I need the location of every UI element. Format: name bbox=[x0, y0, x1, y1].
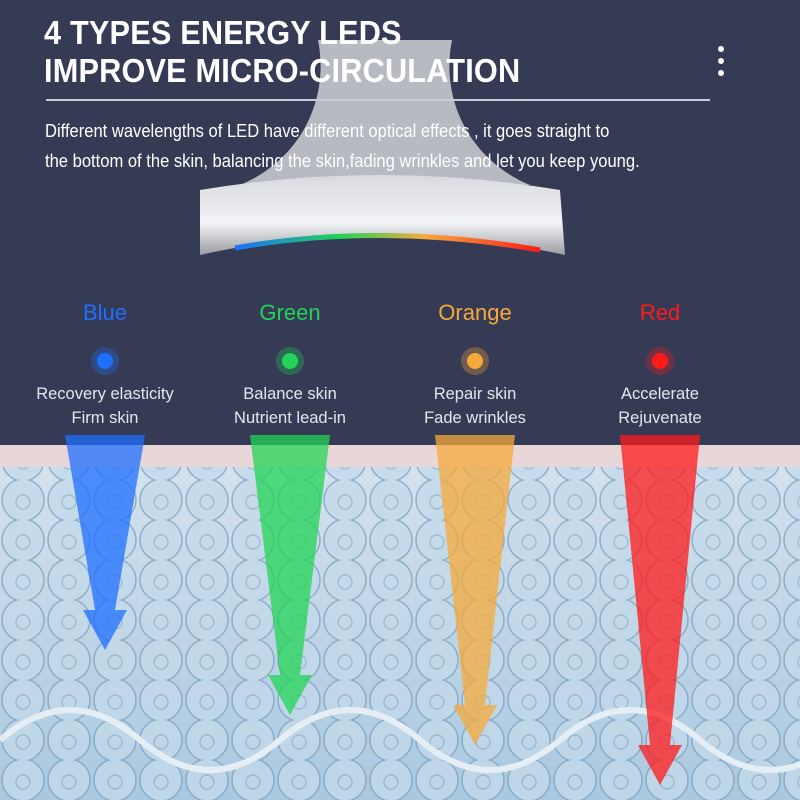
device-head bbox=[200, 175, 565, 255]
divider bbox=[46, 99, 710, 101]
effect-line-1: Balance skin bbox=[243, 385, 337, 403]
vertical-ellipsis-icon bbox=[716, 46, 726, 82]
led-label-blue: Blue bbox=[82, 300, 128, 325]
effect-line-2: Fade wrinkles bbox=[424, 409, 526, 427]
description-line-1: Different wavelengths of LED have differ… bbox=[45, 121, 610, 141]
led-label-orange: Orange bbox=[438, 300, 512, 325]
page-title: 4 TYPES ENERGY LEDS IMPROVE MICRO-CIRCUL… bbox=[44, 14, 520, 90]
led-node-green bbox=[282, 353, 298, 369]
led-node-blue bbox=[97, 353, 113, 369]
led-effects: Repair skin Fade wrinkles bbox=[375, 382, 575, 430]
description-line-2: the bottom of the skin, balancing the sk… bbox=[45, 151, 640, 171]
skin-epidermis bbox=[0, 445, 800, 467]
led-node-red bbox=[652, 353, 668, 369]
effect-line-2: Rejuvenate bbox=[618, 409, 702, 427]
light-beam-arrow-orange bbox=[435, 435, 515, 745]
led-effects: Balance skin Nutrient lead-in bbox=[190, 382, 390, 430]
led-label-green: Green bbox=[259, 300, 321, 325]
led-node-orange bbox=[467, 353, 483, 369]
description: Different wavelengths of LED have differ… bbox=[45, 116, 640, 176]
device-led-strip bbox=[234, 233, 541, 253]
led-label-red: Red bbox=[639, 300, 681, 325]
effect-line-2: Firm skin bbox=[71, 409, 139, 427]
led-effects: Recovery elasticity Firm skin bbox=[5, 382, 205, 430]
effect-line-2: Nutrient lead-in bbox=[234, 409, 346, 427]
light-beam-arrow-green bbox=[250, 435, 330, 715]
light-beam-arrow-blue bbox=[65, 435, 145, 650]
effect-line-1: Recovery elasticity bbox=[36, 385, 174, 403]
skin-wave bbox=[0, 707, 800, 773]
device-neck bbox=[240, 40, 530, 185]
title-line-1: 4 TYPES ENERGY LEDS bbox=[44, 14, 402, 51]
led-effects: Accelerate Rejuvenate bbox=[560, 382, 760, 430]
title-line-2: IMPROVE MICRO-CIRCULATION bbox=[44, 52, 521, 89]
effect-line-1: Accelerate bbox=[621, 385, 699, 403]
effect-line-1: Repair skin bbox=[433, 385, 517, 403]
light-beam-arrow-red bbox=[620, 435, 700, 785]
